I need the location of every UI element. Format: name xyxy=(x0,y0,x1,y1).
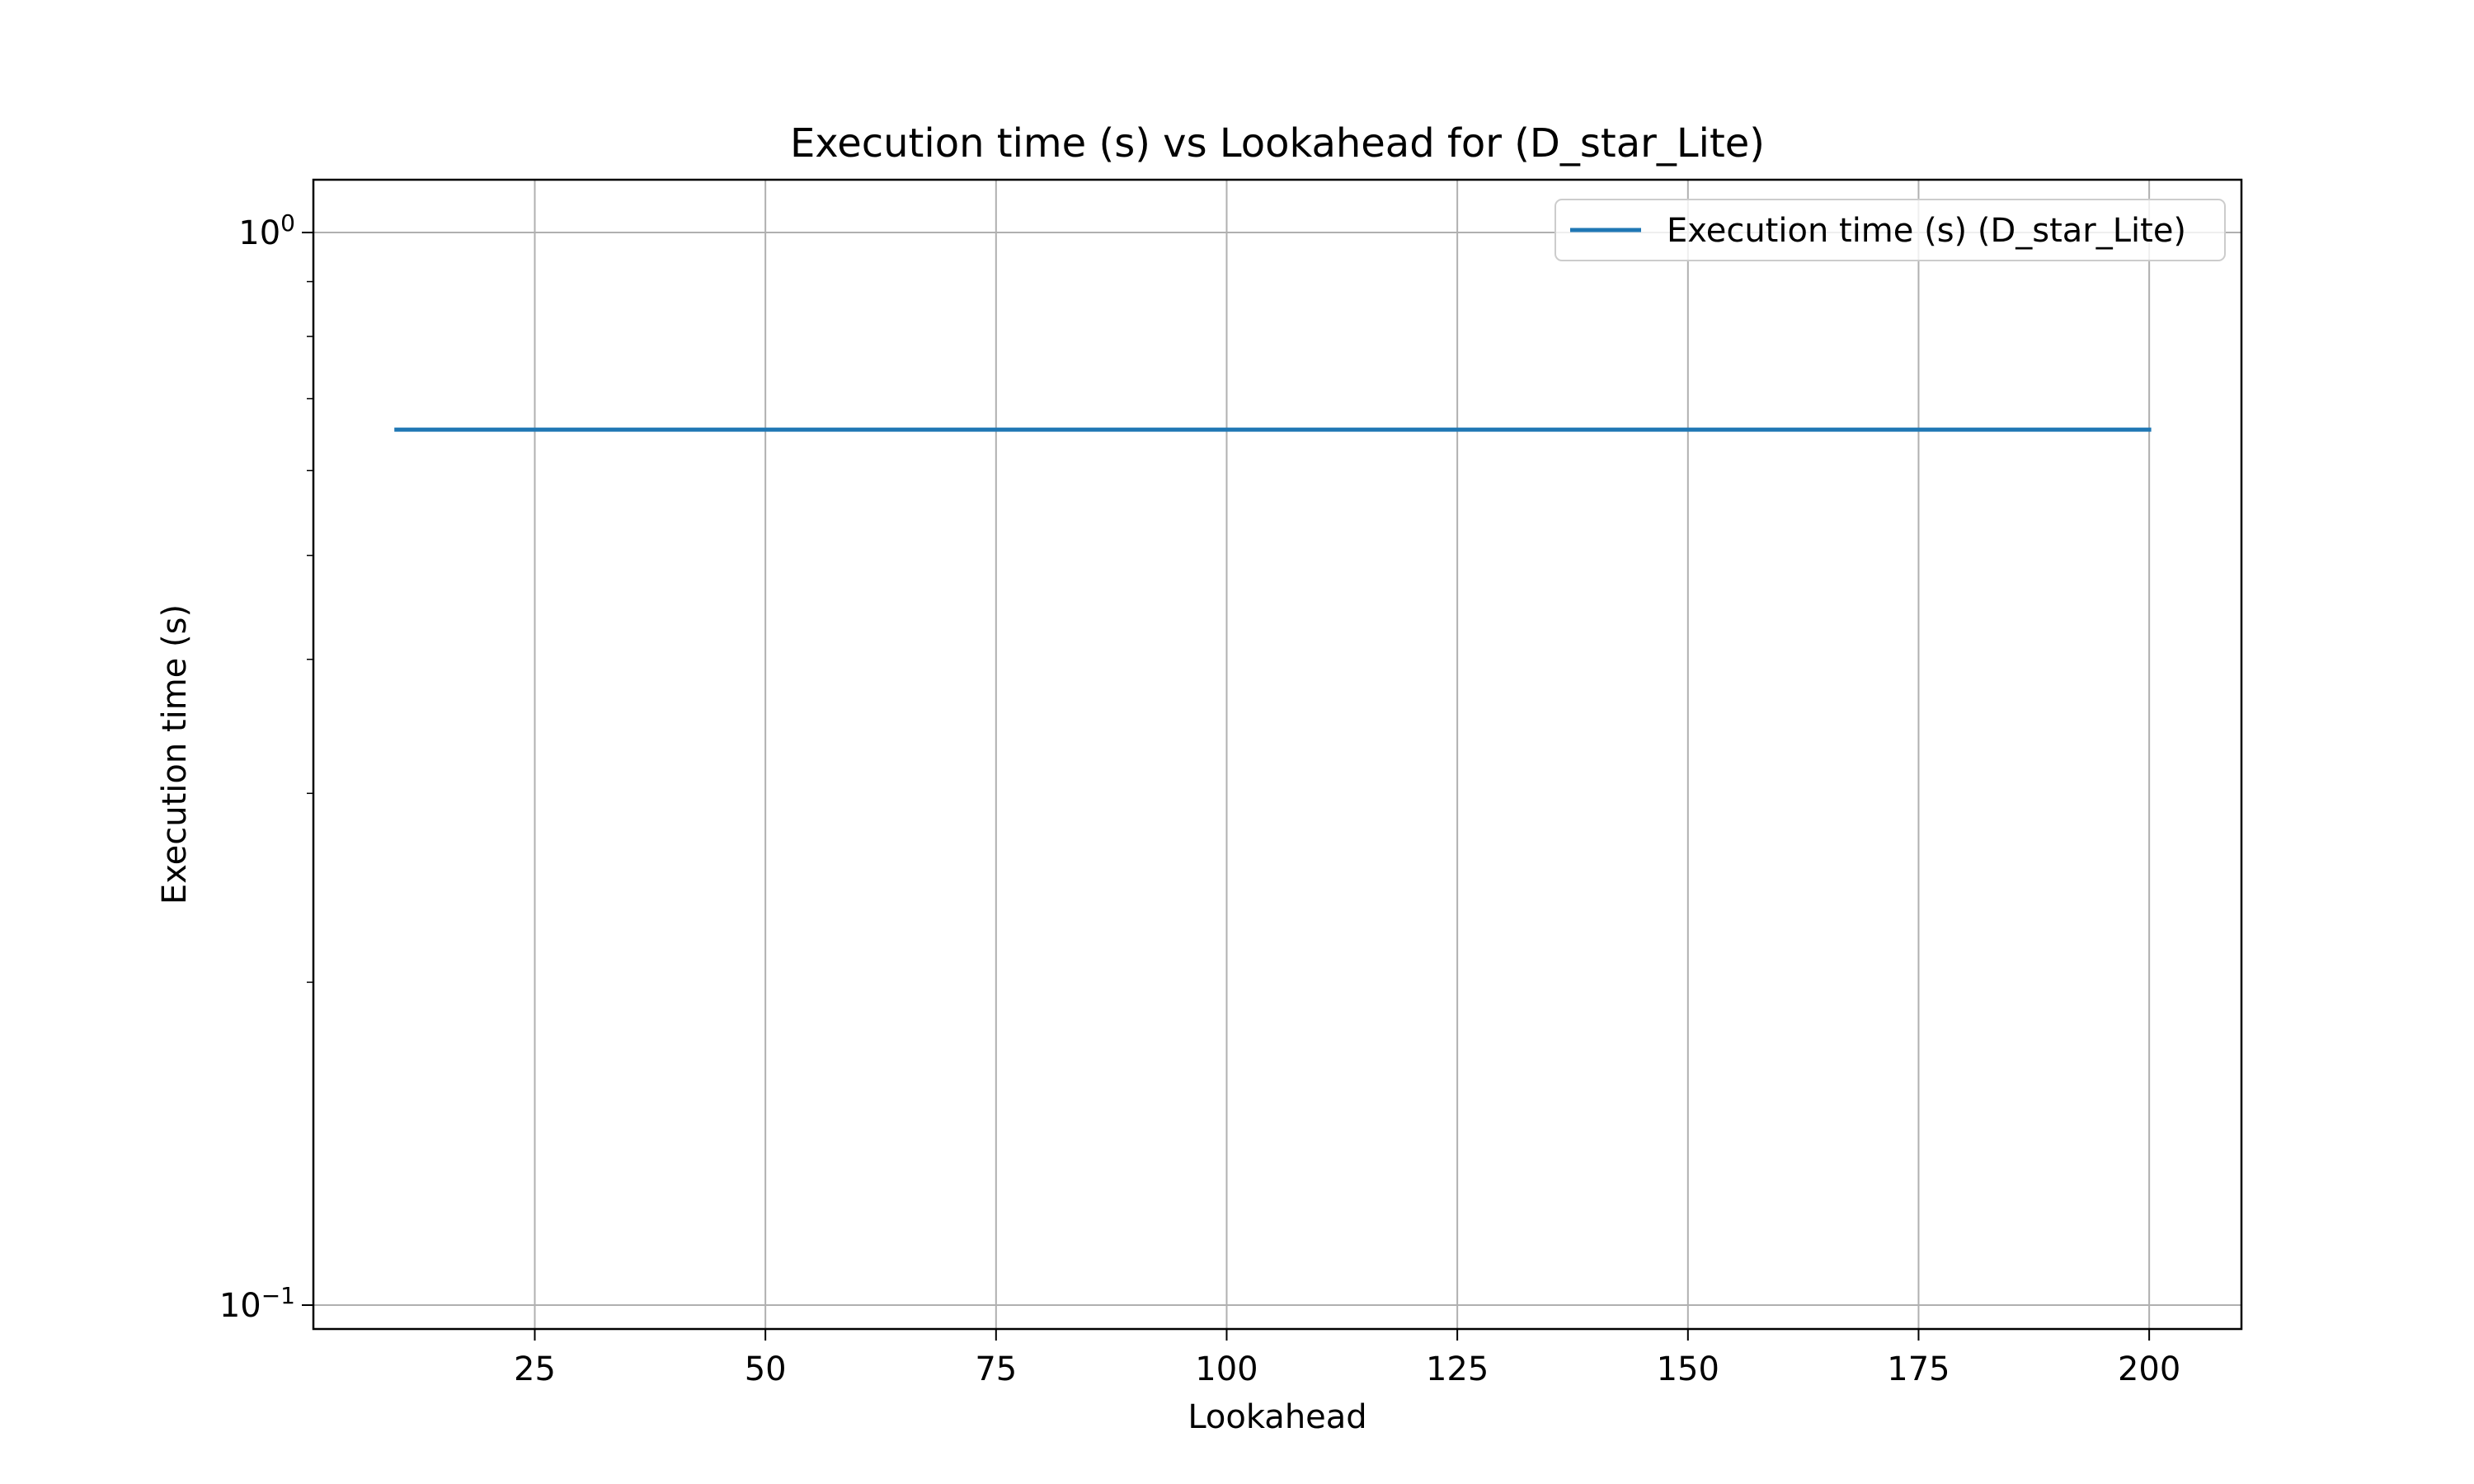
x-tick-label: 200 xyxy=(2118,1350,2180,1388)
chart-title: Execution time (s) vs Lookahead for (D_s… xyxy=(790,120,1765,167)
x-tick-label: 175 xyxy=(1887,1350,1950,1388)
x-tick-label: 50 xyxy=(745,1350,787,1388)
legend: Execution time (s) (D_star_Lite) xyxy=(1554,199,2226,261)
y-axis-label: Execution time (s) xyxy=(156,604,194,904)
y-tick-label: 10−1 xyxy=(219,1282,295,1325)
x-tick-label: 75 xyxy=(975,1350,1017,1388)
x-tick-label: 150 xyxy=(1657,1350,1719,1388)
legend-box xyxy=(1554,199,2226,261)
legend-label: Execution time (s) (D_star_Lite) xyxy=(1667,212,2186,250)
x-tick-label: 125 xyxy=(1426,1350,1489,1388)
y-tick-label: 100 xyxy=(238,209,295,252)
x-axis-label: Lookahead xyxy=(1188,1398,1366,1436)
tick-layer: 25 50 75 100 125 150 175 200 10−1 100 xyxy=(219,209,2181,1388)
x-tick-label: 25 xyxy=(514,1350,556,1388)
plot-frame xyxy=(312,178,2243,1331)
x-tick-label: 100 xyxy=(1195,1350,1258,1388)
